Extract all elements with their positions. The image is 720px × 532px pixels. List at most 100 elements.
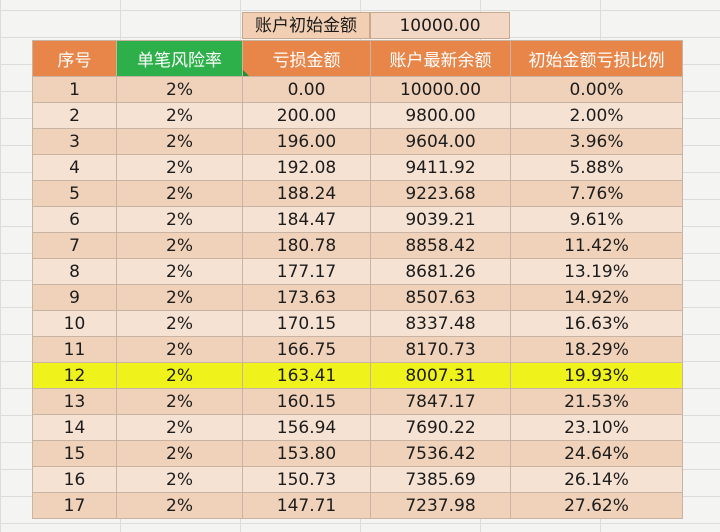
cell-latest-balance[interactable]: 8681.26 [370, 258, 511, 285]
cell-risk-rate[interactable]: 2% [116, 180, 243, 207]
cell-latest-balance[interactable]: 8170.73 [370, 336, 511, 363]
header-index[interactable]: 序号 [32, 40, 117, 77]
cell-risk-rate[interactable]: 2% [116, 466, 243, 493]
cell-loss-ratio[interactable]: 5.88% [510, 154, 683, 181]
cell-loss-amount[interactable]: 150.73 [242, 466, 371, 493]
initial-balance-value[interactable]: 10000.00 [370, 12, 510, 39]
cell-index[interactable]: 14 [32, 414, 117, 441]
table-row: 5 2% 188.24 9223.68 7.76% [32, 180, 683, 207]
header-risk-rate[interactable]: 单笔风险率 [116, 40, 243, 77]
cell-latest-balance[interactable]: 8007.31 [370, 362, 511, 389]
cell-index[interactable]: 3 [32, 128, 117, 155]
cell-latest-balance[interactable]: 9411.92 [370, 154, 511, 181]
cell-risk-rate[interactable]: 2% [116, 206, 243, 233]
cell-loss-amount[interactable]: 156.94 [242, 414, 371, 441]
cell-loss-ratio[interactable]: 19.93% [510, 362, 683, 389]
cell-loss-amount[interactable]: 180.78 [242, 232, 371, 259]
table-row: 2 2% 200.00 9800.00 2.00% [32, 102, 683, 129]
cell-loss-ratio[interactable]: 23.10% [510, 414, 683, 441]
cell-index[interactable]: 15 [32, 440, 117, 467]
cell-risk-rate[interactable]: 2% [116, 284, 243, 311]
cell-loss-amount[interactable]: 184.47 [242, 206, 371, 233]
cell-loss-amount[interactable]: 153.80 [242, 440, 371, 467]
cell-latest-balance[interactable]: 8337.48 [370, 310, 511, 337]
cell-latest-balance[interactable]: 7847.17 [370, 388, 511, 415]
cell-index[interactable]: 9 [32, 284, 117, 311]
cell-loss-ratio[interactable]: 21.53% [510, 388, 683, 415]
header-loss-amount[interactable]: 亏损金额 [242, 40, 371, 77]
cell-index[interactable]: 7 [32, 232, 117, 259]
cell-risk-rate[interactable]: 2% [116, 336, 243, 363]
cell-loss-amount[interactable]: 166.75 [242, 336, 371, 363]
cell-risk-rate[interactable]: 2% [116, 388, 243, 415]
initial-balance-label[interactable]: 账户初始金额 [242, 12, 370, 39]
cell-index[interactable]: 13 [32, 388, 117, 415]
cell-loss-ratio[interactable]: 11.42% [510, 232, 683, 259]
table-row: 4 2% 192.08 9411.92 5.88% [32, 154, 683, 181]
cell-loss-ratio[interactable]: 14.92% [510, 284, 683, 311]
cell-latest-balance[interactable]: 8858.42 [370, 232, 511, 259]
cell-loss-amount[interactable]: 200.00 [242, 102, 371, 129]
cell-loss-amount[interactable]: 177.17 [242, 258, 371, 285]
cell-latest-balance[interactable]: 8507.63 [370, 284, 511, 311]
table-row: 10 2% 170.15 8337.48 16.63% [32, 310, 683, 337]
cell-index[interactable]: 17 [32, 492, 117, 519]
cell-loss-amount[interactable]: 173.63 [242, 284, 371, 311]
cell-index[interactable]: 6 [32, 206, 117, 233]
cell-risk-rate[interactable]: 2% [116, 362, 243, 389]
cell-risk-rate[interactable]: 2% [116, 440, 243, 467]
cell-index[interactable]: 4 [32, 154, 117, 181]
cell-index[interactable]: 16 [32, 466, 117, 493]
cell-loss-amount[interactable]: 188.24 [242, 180, 371, 207]
table-row: 7 2% 180.78 8858.42 11.42% [32, 232, 683, 259]
cell-latest-balance[interactable]: 9800.00 [370, 102, 511, 129]
cell-loss-amount[interactable]: 163.41 [242, 362, 371, 389]
cell-latest-balance[interactable]: 7385.69 [370, 466, 511, 493]
cell-latest-balance[interactable]: 9223.68 [370, 180, 511, 207]
cell-risk-rate[interactable]: 2% [116, 232, 243, 259]
cell-loss-ratio[interactable]: 3.96% [510, 128, 683, 155]
cell-loss-amount[interactable]: 160.15 [242, 388, 371, 415]
cell-index[interactable]: 5 [32, 180, 117, 207]
cell-index[interactable]: 11 [32, 336, 117, 363]
cell-loss-ratio[interactable]: 0.00% [510, 76, 683, 103]
cell-loss-ratio[interactable]: 26.14% [510, 466, 683, 493]
cell-loss-ratio[interactable]: 18.29% [510, 336, 683, 363]
cell-loss-ratio[interactable]: 2.00% [510, 102, 683, 129]
cell-latest-balance[interactable]: 10000.00 [370, 76, 511, 103]
cell-loss-ratio[interactable]: 27.62% [510, 492, 683, 519]
cell-risk-rate[interactable]: 2% [116, 492, 243, 519]
cell-loss-ratio[interactable]: 7.76% [510, 180, 683, 207]
cell-index[interactable]: 1 [32, 76, 117, 103]
cell-loss-amount[interactable]: 170.15 [242, 310, 371, 337]
cell-latest-balance[interactable]: 9039.21 [370, 206, 511, 233]
cell-latest-balance[interactable]: 7690.22 [370, 414, 511, 441]
cell-loss-amount[interactable]: 147.71 [242, 492, 371, 519]
loss-table: 序号 单笔风险率 亏损金额 账户最新余额 初始金额亏损比例 1 2% 0.00 100… [32, 40, 683, 519]
cell-latest-balance[interactable]: 9604.00 [370, 128, 511, 155]
cell-index[interactable]: 10 [32, 310, 117, 337]
header-latest-balance[interactable]: 账户最新余额 [370, 40, 511, 77]
cell-risk-rate[interactable]: 2% [116, 414, 243, 441]
cell-index[interactable]: 2 [32, 102, 117, 129]
cell-loss-amount[interactable]: 0.00 [242, 76, 371, 103]
header-loss-ratio[interactable]: 初始金额亏损比例 [510, 40, 683, 77]
cell-latest-balance[interactable]: 7536.42 [370, 440, 511, 467]
cell-index[interactable]: 12 [32, 362, 117, 389]
cell-loss-ratio[interactable]: 24.64% [510, 440, 683, 467]
cell-risk-rate[interactable]: 2% [116, 154, 243, 181]
cell-loss-ratio[interactable]: 13.19% [510, 258, 683, 285]
cell-loss-ratio[interactable]: 16.63% [510, 310, 683, 337]
cell-loss-ratio[interactable]: 9.61% [510, 206, 683, 233]
cell-loss-amount[interactable]: 196.00 [242, 128, 371, 155]
cell-loss-amount[interactable]: 192.08 [242, 154, 371, 181]
initial-balance-row: 账户初始金额 10000.00 [242, 12, 510, 39]
cell-risk-rate[interactable]: 2% [116, 102, 243, 129]
table-row: 12 2% 163.41 8007.31 19.93% [32, 362, 683, 389]
cell-latest-balance[interactable]: 7237.98 [370, 492, 511, 519]
cell-risk-rate[interactable]: 2% [116, 310, 243, 337]
cell-index[interactable]: 8 [32, 258, 117, 285]
cell-risk-rate[interactable]: 2% [116, 128, 243, 155]
cell-risk-rate[interactable]: 2% [116, 258, 243, 285]
cell-risk-rate[interactable]: 2% [116, 76, 243, 103]
